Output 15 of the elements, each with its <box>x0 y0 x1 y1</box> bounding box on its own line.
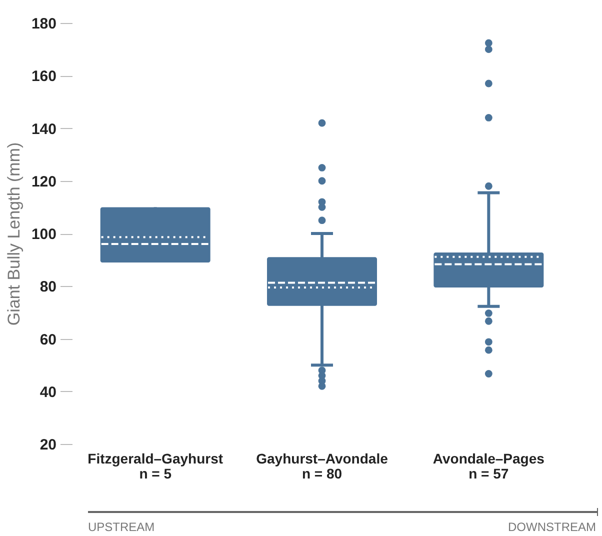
y-tick-label: 40 <box>40 384 56 401</box>
y-tick-label: 160 <box>31 68 56 86</box>
y-tick-label: 180 <box>31 16 56 32</box>
x-tick-label: Avondale–Pages n = 57 <box>432 450 545 482</box>
y-tick-label: 60 <box>40 331 56 348</box>
text: DOWNSTREAM <box>508 520 596 534</box>
text: UPSTREAM <box>88 520 155 534</box>
y-tick-label: 120 <box>31 173 56 190</box>
x-tick-label: Fitzgerald–Gayhurst n = 5 <box>88 450 224 482</box>
y-tick-label: 100 <box>31 226 56 243</box>
y-tick-label: 20 <box>40 436 56 454</box>
x-tick-label: Gayhurst–Avondale n = 80 <box>256 450 388 482</box>
y-tick-label: 80 <box>40 278 56 296</box>
y-tick-label: 140 <box>31 120 56 138</box>
y-axis-title: Giant Bully Length (mm) <box>4 142 24 326</box>
